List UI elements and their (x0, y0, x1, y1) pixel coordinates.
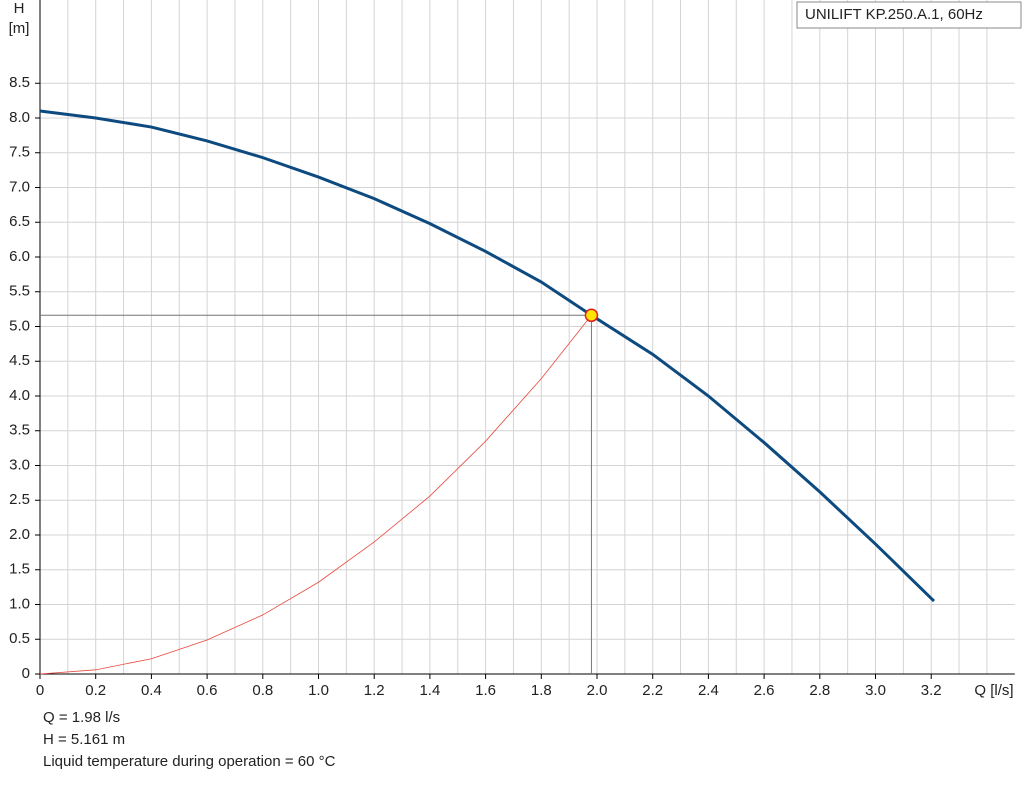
y-tick-label: 0 (22, 665, 30, 682)
operating-point (584, 308, 599, 323)
y-tick-label: 6.5 (9, 213, 30, 230)
y-axis-label: [m] (9, 20, 30, 37)
y-tick-label: 3.5 (9, 422, 30, 439)
x-tick-label: 1.2 (364, 682, 385, 699)
x-tick-label: 2.8 (809, 682, 830, 699)
series-line (39, 109, 936, 603)
info-line: Q = 1.98 l/s (43, 709, 120, 726)
y-tick-label: 4.0 (9, 387, 30, 404)
x-tick-label: 1.4 (419, 682, 440, 699)
y-tick-label: 6.0 (9, 248, 30, 265)
y-tick-label: 7.0 (9, 178, 30, 195)
x-tick-label: 0.8 (252, 682, 273, 699)
y-tick-label: 5.5 (9, 283, 30, 300)
info-line: H = 5.161 m (43, 731, 125, 748)
y-tick-label: 4.5 (9, 352, 30, 369)
x-tick-label: 0 (36, 682, 44, 699)
x-tick-label: 0.4 (141, 682, 162, 699)
x-tick-label: 0.6 (197, 682, 218, 699)
x-tick-label: 2.2 (642, 682, 663, 699)
y-tick-label: 7.5 (9, 144, 30, 161)
y-tick-label: 2.5 (9, 491, 30, 508)
y-tick-label: 5.0 (9, 317, 30, 334)
y-tick-label: 3.0 (9, 456, 30, 473)
x-tick-label: 1.0 (308, 682, 329, 699)
legend-box (796, 1, 1022, 29)
x-tick-label: 1.8 (531, 682, 552, 699)
legend-title: UNILIFT KP.250.A.1, 60Hz (805, 6, 983, 23)
x-tick-label: 2.4 (698, 682, 719, 699)
y-tick-label: 8.0 (9, 109, 30, 126)
y-axis-label: H (14, 0, 25, 17)
info-line: Liquid temperature during operation = 60… (43, 753, 336, 770)
x-tick-label: 2.0 (587, 682, 608, 699)
x-tick-label: 0.2 (85, 682, 106, 699)
y-tick-label: 1.5 (9, 561, 30, 578)
y-tick-label: 8.5 (9, 74, 30, 91)
y-tick-label: 2.0 (9, 526, 30, 543)
x-tick-label: 1.6 (475, 682, 496, 699)
x-axis-label: Q [l/s] (974, 682, 1013, 699)
x-tick-label: 2.6 (754, 682, 775, 699)
series-line (39, 315, 592, 675)
x-tick-label: 3.0 (865, 682, 886, 699)
y-tick-label: 0.5 (9, 630, 30, 647)
y-tick-label: 1.0 (9, 595, 30, 612)
x-tick-label: 3.2 (921, 682, 942, 699)
